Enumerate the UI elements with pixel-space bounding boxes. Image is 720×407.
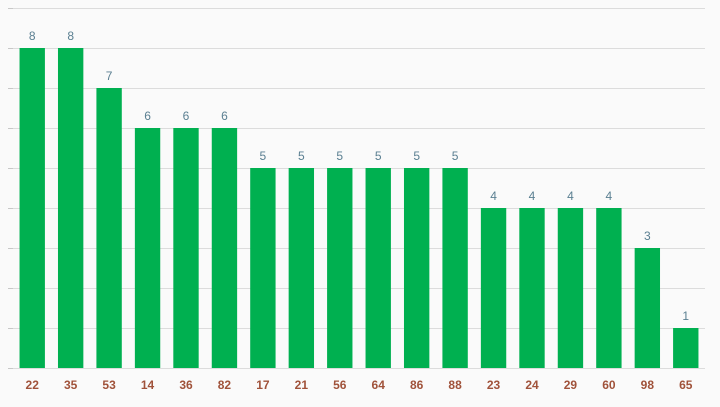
bars xyxy=(19,48,699,368)
data-label-86: 5 xyxy=(413,149,420,163)
data-label-35: 8 xyxy=(67,29,74,43)
bar-35 xyxy=(57,48,84,368)
bar-88 xyxy=(442,168,468,368)
data-labels: 8 8 7 6 6 6 5 5 5 5 5 5 4 4 4 4 3 1 xyxy=(29,29,690,323)
data-label-14: 6 xyxy=(144,109,151,123)
category-label-24: 24 xyxy=(525,378,539,392)
category-label-64: 64 xyxy=(372,378,386,392)
bar-14 xyxy=(134,128,161,368)
data-label-56: 5 xyxy=(336,149,343,163)
category-label-88: 88 xyxy=(448,378,462,392)
category-label-29: 29 xyxy=(564,378,578,392)
category-label-60: 60 xyxy=(602,378,616,392)
category-label-65: 65 xyxy=(679,378,693,392)
bar-22 xyxy=(19,48,45,368)
bar-65 xyxy=(673,328,699,368)
data-label-60: 4 xyxy=(606,189,613,203)
data-label-22: 8 xyxy=(29,29,36,43)
data-label-24: 4 xyxy=(529,189,536,203)
category-label-98: 98 xyxy=(641,378,655,392)
data-label-82: 6 xyxy=(221,109,228,123)
category-labels: 22 35 53 14 36 82 17 21 56 64 86 88 23 24 29 60 98 65 xyxy=(26,378,693,392)
bar-36 xyxy=(173,128,199,368)
bar-64 xyxy=(365,168,391,368)
category-label-21: 21 xyxy=(295,378,309,392)
bar-60 xyxy=(596,208,622,368)
category-label-82: 82 xyxy=(218,378,232,392)
data-label-36: 6 xyxy=(183,109,190,123)
category-label-56: 56 xyxy=(333,378,347,392)
data-label-88: 5 xyxy=(452,149,459,163)
data-label-17: 5 xyxy=(260,149,267,163)
data-label-21: 5 xyxy=(298,149,305,163)
category-label-53: 53 xyxy=(102,378,116,392)
data-label-98: 3 xyxy=(644,229,651,243)
data-label-29: 4 xyxy=(567,189,574,203)
data-label-23: 4 xyxy=(490,189,497,203)
data-label-64: 5 xyxy=(375,149,382,163)
category-label-22: 22 xyxy=(26,378,40,392)
bar-82 xyxy=(211,128,238,368)
bar-29 xyxy=(557,208,584,368)
bar-23 xyxy=(480,208,507,368)
category-label-23: 23 xyxy=(487,378,501,392)
data-label-53: 7 xyxy=(106,69,113,83)
category-label-14: 14 xyxy=(141,378,155,392)
grid xyxy=(8,8,705,369)
bar-21 xyxy=(288,168,315,368)
category-label-35: 35 xyxy=(64,378,78,392)
category-label-17: 17 xyxy=(256,378,270,392)
category-label-36: 36 xyxy=(179,378,193,392)
bar-56 xyxy=(327,168,353,368)
bar-98 xyxy=(634,248,661,368)
data-label-65: 1 xyxy=(682,309,689,323)
bar-86 xyxy=(403,168,430,368)
bar-17 xyxy=(250,168,276,368)
bar-24 xyxy=(519,208,545,368)
category-label-86: 86 xyxy=(410,378,424,392)
bar-53 xyxy=(96,88,122,368)
